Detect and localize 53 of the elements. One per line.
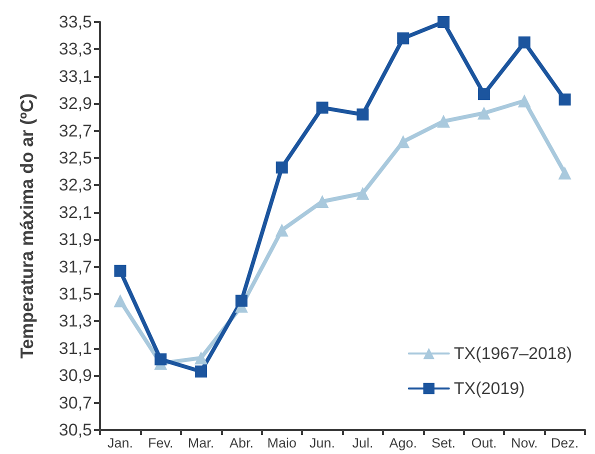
y-tick-label: 30,5	[58, 420, 92, 440]
point	[356, 186, 370, 200]
point	[558, 94, 571, 106]
point	[558, 166, 572, 180]
y-tick-label: 33,3	[58, 40, 92, 59]
legend-label: TX(2019)	[454, 379, 525, 398]
y-tick-label: 31,7	[58, 257, 92, 276]
point	[235, 294, 248, 307]
point	[316, 102, 328, 114]
x-tick-label: Abr.	[229, 436, 254, 450]
x-tick-label: Jul.	[352, 436, 374, 450]
y-tick-label: 32,7	[58, 121, 92, 140]
y-tick-label: 32,9	[58, 94, 92, 114]
x-tick-label: Dez.	[550, 436, 579, 450]
point	[154, 353, 167, 366]
point	[316, 195, 329, 208]
y-tick-label: 33,5	[58, 12, 92, 32]
y-tick-label: 31,1	[58, 338, 92, 358]
point	[478, 88, 490, 100]
point	[275, 224, 288, 237]
x-tick-label: Ago.	[389, 436, 418, 450]
point	[114, 294, 127, 308]
y-tick-label: 31,5	[58, 284, 92, 304]
point	[477, 106, 490, 120]
y-tick-label: 32,1	[58, 202, 92, 222]
point	[437, 114, 450, 128]
x-tick-label: Set.	[432, 436, 456, 450]
point	[194, 351, 208, 364]
point	[438, 16, 450, 28]
legend-label: TX(1967–2018)	[454, 344, 572, 363]
point	[356, 108, 369, 120]
point	[114, 264, 126, 277]
y-tick-label: 30,7	[58, 393, 92, 412]
point	[396, 135, 410, 148]
x-tick-label: Jun.	[310, 436, 336, 450]
x-tick-label: Out.	[471, 436, 497, 450]
y-tick-label: 30,9	[58, 366, 92, 386]
y-tick-label: 32,5	[58, 148, 92, 168]
point	[518, 36, 530, 48]
y-tick-label: 31,3	[58, 312, 92, 331]
x-tick-label: Maio	[267, 436, 297, 450]
y-tick-label: 31,9	[58, 230, 92, 250]
x-tick-label: Jan.	[107, 436, 133, 450]
point	[195, 366, 208, 378]
point	[397, 32, 410, 44]
x-tick-label: Fev.	[148, 436, 174, 450]
point	[276, 162, 288, 174]
x-tick-label: Nov.	[510, 436, 538, 450]
y-tick-label: 33,1	[58, 66, 92, 86]
x-tick-label: Mar.	[188, 436, 214, 450]
y-tick-label: 32,3	[58, 176, 92, 195]
point	[518, 94, 531, 108]
y-axis-title: Temperatura máxima do ar (ºC)	[17, 93, 37, 359]
